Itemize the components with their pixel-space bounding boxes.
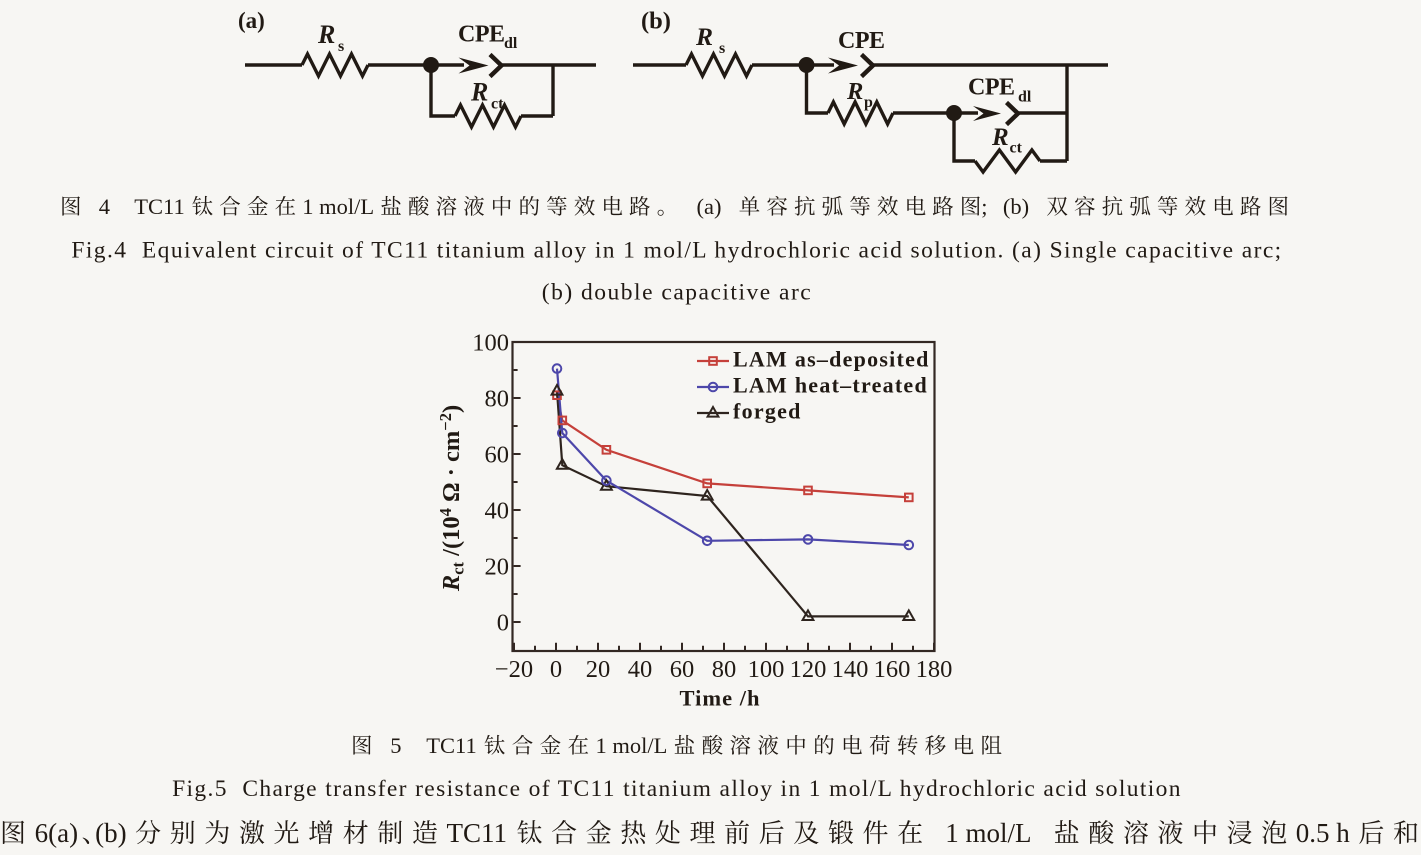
svg-text:140: 140 xyxy=(832,656,869,683)
svg-text:60: 60 xyxy=(485,441,510,468)
svg-text:1 mol/L: 1 mol/L xyxy=(945,818,1031,848)
svg-text:(b): (b) xyxy=(95,818,126,848)
svg-text:0: 0 xyxy=(550,656,562,683)
svg-text:80: 80 xyxy=(485,385,510,412)
svg-text:120: 120 xyxy=(790,656,827,683)
svg-text:LAM as–deposited: LAM as–deposited xyxy=(733,347,930,372)
svg-text:s: s xyxy=(338,38,344,55)
svg-text:(a): (a) xyxy=(697,194,722,219)
svg-text:60: 60 xyxy=(670,656,695,683)
svg-text:TC11: TC11 xyxy=(426,733,476,758)
svg-text:R: R xyxy=(317,20,335,49)
svg-text:20: 20 xyxy=(586,656,611,683)
svg-text:5: 5 xyxy=(390,733,401,758)
svg-text:Fig.5 Charge transfer resista: Fig.5 Charge transfer resistance of TC11… xyxy=(172,776,1182,802)
svg-text:R: R xyxy=(846,78,863,105)
svg-text:0: 0 xyxy=(497,609,509,636)
svg-text:0.5 h: 0.5 h xyxy=(1296,818,1351,848)
svg-text:Rct /(104 Ω · cm−2): Rct /(104 Ω · cm−2) xyxy=(436,405,468,592)
svg-text:(b) double capacitive arc: (b) double capacitive arc xyxy=(542,280,813,306)
svg-text:20: 20 xyxy=(485,553,510,580)
svg-text:Time /h: Time /h xyxy=(680,685,761,710)
svg-text:p: p xyxy=(864,94,873,111)
svg-text:4: 4 xyxy=(99,194,110,219)
svg-text:ct: ct xyxy=(491,96,504,113)
svg-text:TC11: TC11 xyxy=(447,818,508,848)
svg-text:1 mol/L: 1 mol/L xyxy=(302,194,374,219)
svg-text:(a): (a) xyxy=(238,8,265,33)
svg-text:R: R xyxy=(470,78,488,107)
svg-text:(b): (b) xyxy=(641,8,671,35)
svg-text:s: s xyxy=(719,40,725,57)
svg-text:40: 40 xyxy=(628,656,653,683)
svg-text:100: 100 xyxy=(472,329,509,356)
svg-text:Fig.4 Equivalent circuit of T: Fig.4 Equivalent circuit of TC11 titaniu… xyxy=(71,238,1282,264)
svg-text:ct: ct xyxy=(1010,140,1023,157)
svg-text:dl: dl xyxy=(1018,89,1032,106)
svg-text:40: 40 xyxy=(485,497,510,524)
svg-text:dl: dl xyxy=(504,35,518,52)
svg-text:TC11: TC11 xyxy=(134,194,184,219)
svg-text:R: R xyxy=(991,124,1009,151)
svg-text:;: ; xyxy=(981,194,987,219)
svg-text:forged: forged xyxy=(733,399,802,424)
svg-text:(b): (b) xyxy=(1003,194,1029,219)
svg-text:80: 80 xyxy=(712,656,737,683)
svg-text:−20: −20 xyxy=(495,656,533,683)
svg-text:160: 160 xyxy=(874,656,911,683)
svg-text:1 mol/L: 1 mol/L xyxy=(596,733,668,758)
svg-text:6(a): 6(a) xyxy=(35,818,78,848)
svg-text:CPE: CPE xyxy=(458,22,505,48)
svg-text:R: R xyxy=(695,22,713,51)
svg-text:CPE: CPE xyxy=(968,75,1015,101)
svg-text:100: 100 xyxy=(748,656,785,683)
svg-text:180: 180 xyxy=(916,656,953,683)
svg-text:LAM heat–treated: LAM heat–treated xyxy=(733,373,928,398)
svg-text:CPE: CPE xyxy=(838,28,885,54)
